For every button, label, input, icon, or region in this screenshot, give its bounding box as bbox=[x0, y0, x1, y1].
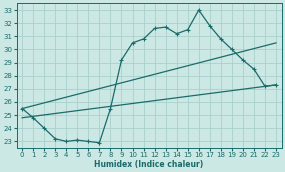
X-axis label: Humidex (Indice chaleur): Humidex (Indice chaleur) bbox=[94, 159, 204, 169]
